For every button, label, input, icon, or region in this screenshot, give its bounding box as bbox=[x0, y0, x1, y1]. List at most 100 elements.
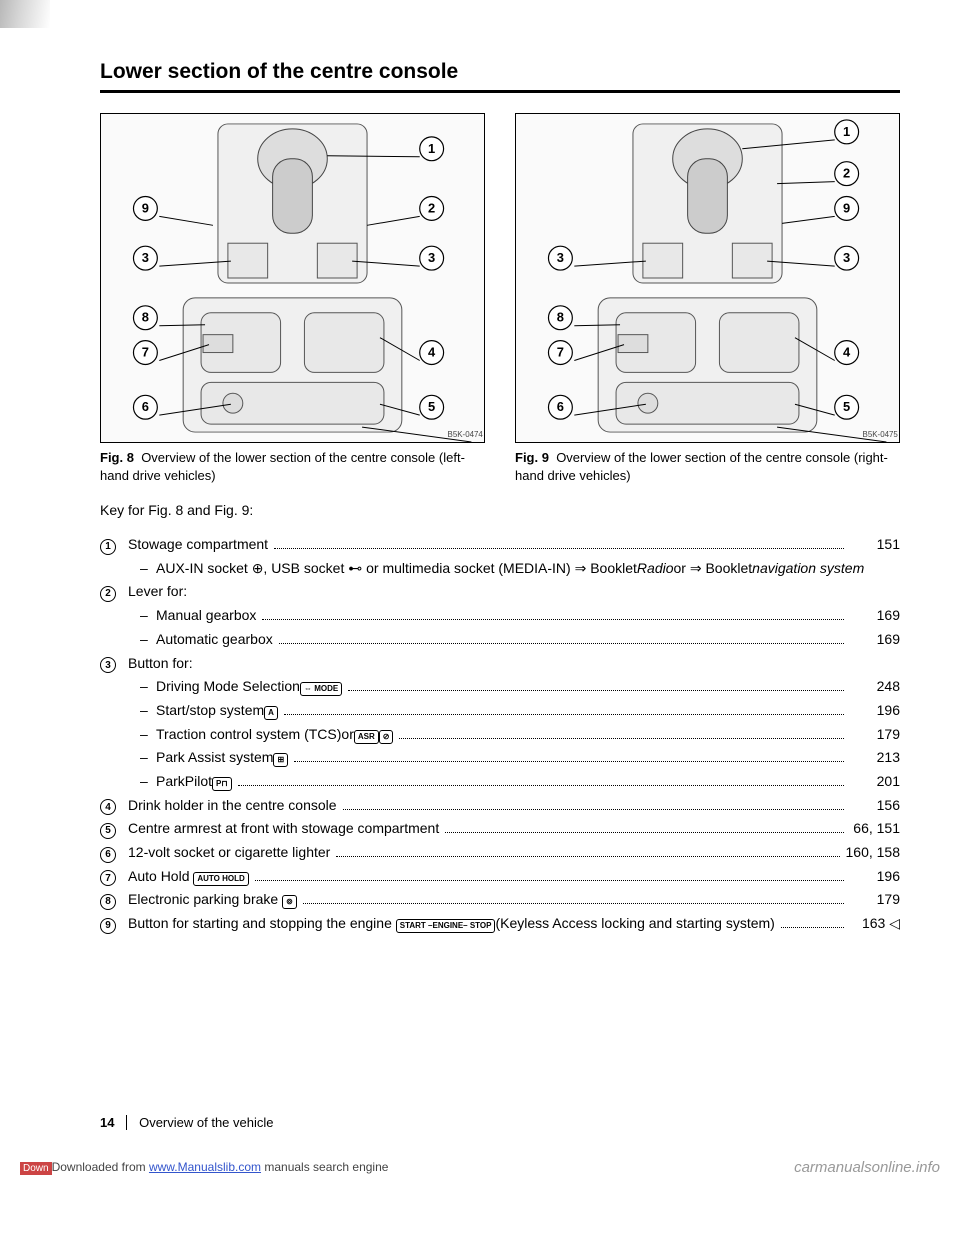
key-item-text: Electronic parking brake bbox=[128, 889, 282, 911]
key-number-circle: 1 bbox=[100, 539, 116, 555]
download-source: DownDownloaded from www.Manualslib.com m… bbox=[20, 1160, 388, 1174]
svg-text:6: 6 bbox=[142, 399, 149, 414]
sub-dash: – bbox=[140, 747, 156, 769]
sub-item-text: Manual gearbox bbox=[156, 605, 256, 627]
key-item-text: Button for: bbox=[128, 653, 193, 675]
watermark: carmanualsonline.info bbox=[794, 1159, 940, 1176]
key-sub-item: –Automatic gearbox169 bbox=[100, 629, 900, 651]
fig-text-left: Overview of the lower section of the cen… bbox=[100, 450, 465, 483]
key-item-text: 12-volt socket or cigarette lighter bbox=[128, 842, 330, 864]
key-list: 1Stowage compartment151–AUX-IN socket ⊕,… bbox=[100, 534, 900, 935]
figure-left: 1233456789 B5K-0474 Fig. 8 Overview of t… bbox=[100, 113, 485, 484]
button-icon: ⇔ MODE bbox=[300, 682, 342, 696]
leader-dots bbox=[336, 856, 839, 857]
page-reference: 201 bbox=[850, 771, 900, 793]
svg-text:7: 7 bbox=[142, 345, 149, 360]
leader-dots bbox=[294, 761, 844, 762]
sub-dash: – bbox=[140, 724, 156, 746]
svg-text:1: 1 bbox=[843, 124, 850, 139]
svg-text:3: 3 bbox=[557, 250, 564, 265]
svg-text:8: 8 bbox=[142, 310, 149, 325]
page-reference: 179 bbox=[850, 724, 900, 746]
key-item-1: 1 Stowage compartment 151 bbox=[100, 534, 900, 556]
leader-dots bbox=[279, 643, 844, 644]
manualslib-link[interactable]: www.Manualslib.com bbox=[149, 1160, 261, 1174]
sub-item-text: Automatic gearbox bbox=[156, 629, 273, 651]
download-suffix: manuals search engine bbox=[261, 1160, 388, 1174]
leader-dots bbox=[274, 548, 844, 549]
page-reference: 66, 151 bbox=[850, 818, 900, 840]
svg-text:5: 5 bbox=[428, 399, 435, 414]
button-icon: ⊚ bbox=[282, 895, 297, 909]
key-number-circle: 3 bbox=[100, 657, 116, 673]
key-number-circle: 8 bbox=[100, 894, 116, 910]
key-sub-item: –Manual gearbox169 bbox=[100, 605, 900, 627]
key-item-text-cont: (Keyless Access locking and starting sys… bbox=[495, 913, 774, 935]
figures-row: 1233456789 B5K-0474 Fig. 8 Overview of t… bbox=[100, 113, 900, 484]
chapter-title: Overview of the vehicle bbox=[126, 1115, 273, 1130]
page-reference: 156 bbox=[850, 795, 900, 817]
sub-dash: – bbox=[140, 700, 156, 722]
button-icon: START –ENGINE– STOP bbox=[396, 919, 496, 933]
diagram-right: 1233456789 B5K-0475 bbox=[515, 113, 900, 443]
key-item-3: 3 Button for: bbox=[100, 653, 900, 675]
svg-text:9: 9 bbox=[142, 200, 149, 215]
button-icon: AUTO HOLD bbox=[193, 872, 248, 886]
key-heading: Key for Fig. 8 and Fig. 9: bbox=[100, 502, 900, 518]
diagram-code-left: B5K-0474 bbox=[448, 430, 484, 439]
key-sub-item: –Park Assist system ⊞213 bbox=[100, 747, 900, 769]
section-title: Lower section of the centre console bbox=[100, 60, 900, 93]
page-reference: 248 bbox=[850, 676, 900, 698]
leader-dots bbox=[348, 690, 844, 691]
key-item-6: 612-volt socket or cigarette lighter160,… bbox=[100, 842, 900, 864]
sub-item-text: AUX-IN socket ⊕, USB socket ⊷ or multime… bbox=[156, 558, 637, 580]
key-item-text: Drink holder in the centre console bbox=[128, 795, 337, 817]
sub-item-text: ParkPilot bbox=[156, 771, 212, 793]
button-icon: P⊓ bbox=[212, 777, 232, 791]
svg-text:3: 3 bbox=[843, 250, 850, 265]
page-reference: 196 bbox=[850, 700, 900, 722]
fig-number-left: Fig. 8 bbox=[100, 450, 134, 465]
page-reference: 151 bbox=[850, 534, 900, 556]
figure-caption-left: Fig. 8 Overview of the lower section of … bbox=[100, 449, 485, 484]
button-icon: ⊞ bbox=[273, 753, 288, 767]
page-reference: 169 bbox=[850, 605, 900, 627]
button-icon: ASR bbox=[354, 730, 379, 744]
sub-item-text: Start/stop system bbox=[156, 700, 264, 722]
key-number-circle: 6 bbox=[100, 847, 116, 863]
booklet-name: navigation system bbox=[752, 558, 864, 580]
booklet-name: Radio bbox=[637, 558, 674, 580]
key-number-circle: 4 bbox=[100, 799, 116, 815]
svg-text:6: 6 bbox=[557, 399, 564, 414]
sub-item-text-cont: or ⇒ Booklet bbox=[674, 558, 753, 580]
leader-dots bbox=[255, 880, 844, 881]
key-item-2: 2Lever for: bbox=[100, 581, 900, 603]
key-item-text: Centre armrest at front with stowage com… bbox=[128, 818, 439, 840]
sub-dash: – bbox=[140, 558, 156, 580]
key-item-9: 9Button for starting and stopping the en… bbox=[100, 913, 900, 935]
diagram-code-right: B5K-0475 bbox=[863, 430, 899, 439]
key-number-circle: 7 bbox=[100, 870, 116, 886]
key-item-5: 5Centre armrest at front with stowage co… bbox=[100, 818, 900, 840]
fig-number-right: Fig. 9 bbox=[515, 450, 549, 465]
button-icon: ⊘ bbox=[379, 730, 394, 744]
key-sub-item: –Driving Mode Selection ⇔ MODE248 bbox=[100, 676, 900, 698]
key-item-text: Stowage compartment bbox=[128, 534, 268, 556]
key-sub-item: –AUX-IN socket ⊕, USB socket ⊷ or multim… bbox=[100, 558, 900, 580]
leader-dots bbox=[238, 785, 844, 786]
sub-dash: – bbox=[140, 771, 156, 793]
button-icon: A bbox=[264, 706, 278, 720]
leader-dots bbox=[262, 619, 844, 620]
figure-caption-right: Fig. 9 Overview of the lower section of … bbox=[515, 449, 900, 484]
sub-item-text: Traction control system (TCS) bbox=[156, 724, 341, 746]
svg-text:4: 4 bbox=[843, 345, 851, 360]
diagram-left: 1233456789 B5K-0474 bbox=[100, 113, 485, 443]
page-reference: 169 bbox=[850, 629, 900, 651]
key-item-7: 7Auto Hold AUTO HOLD196 bbox=[100, 866, 900, 888]
leader-dots bbox=[303, 903, 844, 904]
sub-dash: – bbox=[140, 676, 156, 698]
page-reference: 213 bbox=[850, 747, 900, 769]
download-prefix: Downloaded from bbox=[52, 1160, 149, 1174]
page-footer: 14 Overview of the vehicle bbox=[100, 1115, 274, 1130]
figure-right: 1233456789 B5K-0475 Fig. 9 Overview of t… bbox=[515, 113, 900, 484]
